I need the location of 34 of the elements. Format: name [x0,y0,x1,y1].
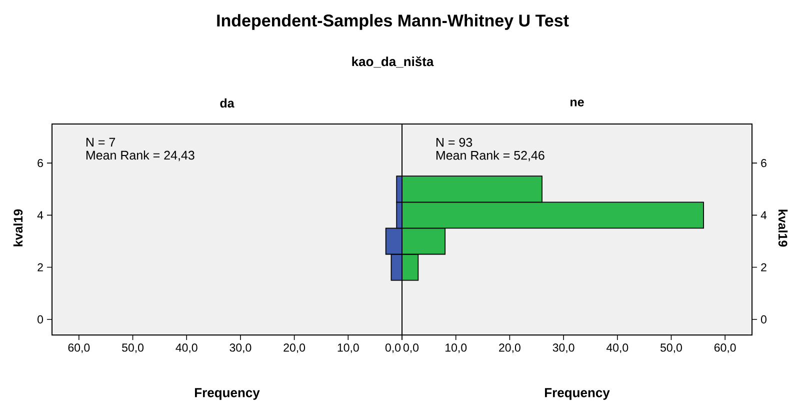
x-tick-label: 0,0 [385,344,401,354]
annotation: N = 7 [86,138,116,147]
x-tick-label: 30,0 [230,344,252,354]
x-tick-label: 10,0 [338,344,359,354]
x-tick-label: 10,0 [446,344,467,354]
x-tick-label: 30,0 [552,344,574,354]
annotation: Mean Rank = 24,43 [86,150,194,162]
y-axis-title: kval19 [778,210,788,247]
text: da [220,98,234,108]
x-tick-label: 20,0 [284,344,306,354]
y-tick-label: 4 [760,211,767,220]
y-tick-label: 0 [38,315,44,324]
y-tick-label: 2 [761,263,766,272]
x-tick-label: 40,0 [176,344,198,354]
y-tick-label: 6 [38,159,43,168]
text: ne [570,100,584,106]
x-tick-label: 60,0 [68,344,90,354]
chart-title: Independent-Samples Mann-Whitney U Test [217,14,569,30]
y-tick-label: 6 [761,159,766,168]
chart-subtitle: kao_da_ništa [352,56,434,68]
y-tick-label: 4 [37,211,44,220]
x-tick-label: 60,0 [714,344,736,354]
x-tick-label: 50,0 [660,344,682,354]
x-tick-label: 0,0 [403,344,419,354]
x-tick-label: 40,0 [606,344,628,354]
x-axis-title: Frequency [195,388,260,400]
y-tick-label: 0 [760,315,766,324]
annotation: N = 93 [436,138,472,147]
y-axis-title: kval19 [13,209,23,246]
annotation: Mean Rank = 52,46 [436,150,544,162]
y-tick-label: 2 [38,263,43,272]
x-tick-label: 50,0 [122,344,144,354]
x-axis-title: Frequency [545,388,610,400]
x-tick-label: 20,0 [499,344,520,354]
